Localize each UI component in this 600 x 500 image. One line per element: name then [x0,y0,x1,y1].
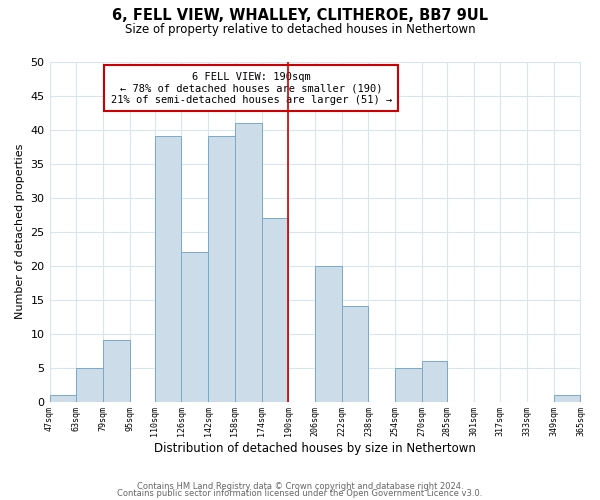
Bar [262,218,289,402]
Bar [395,368,422,402]
Text: 6 FELL VIEW: 190sqm
← 78% of detached houses are smaller (190)
21% of semi-detac: 6 FELL VIEW: 190sqm ← 78% of detached ho… [110,72,392,105]
Bar [181,252,208,402]
Y-axis label: Number of detached properties: Number of detached properties [15,144,25,319]
Bar [155,136,181,402]
Bar [422,361,447,402]
Bar [208,136,235,402]
Bar [76,368,103,402]
Bar [103,340,130,402]
Text: Contains public sector information licensed under the Open Government Licence v3: Contains public sector information licen… [118,488,482,498]
Bar [235,122,262,402]
Bar [342,306,368,402]
Bar [554,395,580,402]
X-axis label: Distribution of detached houses by size in Nethertown: Distribution of detached houses by size … [154,442,476,455]
Text: Contains HM Land Registry data © Crown copyright and database right 2024.: Contains HM Land Registry data © Crown c… [137,482,463,491]
Bar [315,266,342,402]
Text: 6, FELL VIEW, WHALLEY, CLITHEROE, BB7 9UL: 6, FELL VIEW, WHALLEY, CLITHEROE, BB7 9U… [112,8,488,22]
Text: Size of property relative to detached houses in Nethertown: Size of property relative to detached ho… [125,22,475,36]
Bar [50,395,76,402]
